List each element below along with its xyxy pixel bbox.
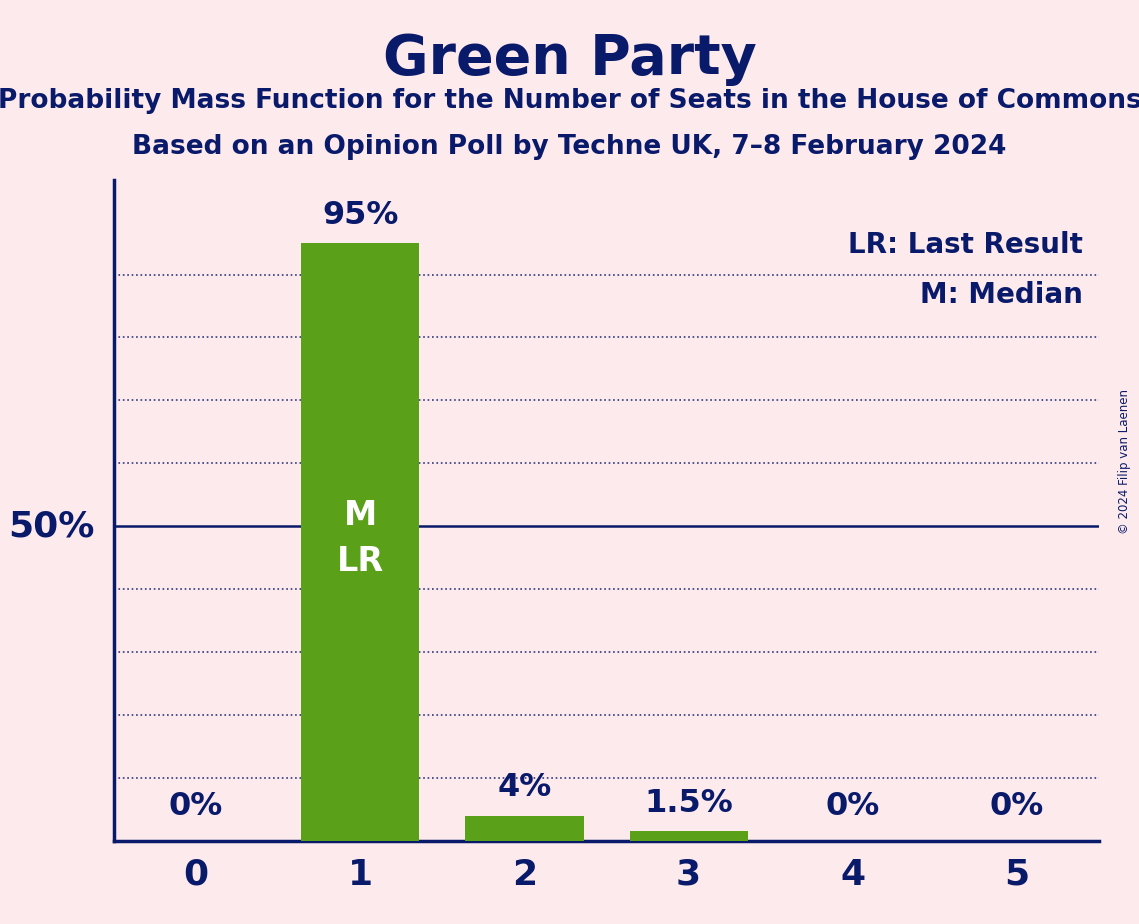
Text: M
LR: M LR — [337, 499, 384, 578]
Text: 50%: 50% — [8, 509, 95, 543]
Text: 0%: 0% — [990, 791, 1044, 822]
Bar — [630, 832, 747, 841]
Bar — [466, 816, 583, 841]
Text: M: Median: M: Median — [920, 281, 1083, 309]
Text: 0%: 0% — [826, 791, 880, 822]
Text: 4%: 4% — [498, 772, 551, 803]
Bar — [301, 243, 419, 841]
Text: 1.5%: 1.5% — [645, 788, 734, 819]
Text: Probability Mass Function for the Number of Seats in the House of Commons: Probability Mass Function for the Number… — [0, 88, 1139, 114]
Text: Green Party: Green Party — [383, 32, 756, 86]
Text: 95%: 95% — [322, 200, 399, 230]
Text: LR: Last Result: LR: Last Result — [847, 230, 1083, 259]
Text: 0%: 0% — [169, 791, 223, 822]
Text: © 2024 Filip van Laenen: © 2024 Filip van Laenen — [1118, 390, 1131, 534]
Text: Based on an Opinion Poll by Techne UK, 7–8 February 2024: Based on an Opinion Poll by Techne UK, 7… — [132, 134, 1007, 160]
